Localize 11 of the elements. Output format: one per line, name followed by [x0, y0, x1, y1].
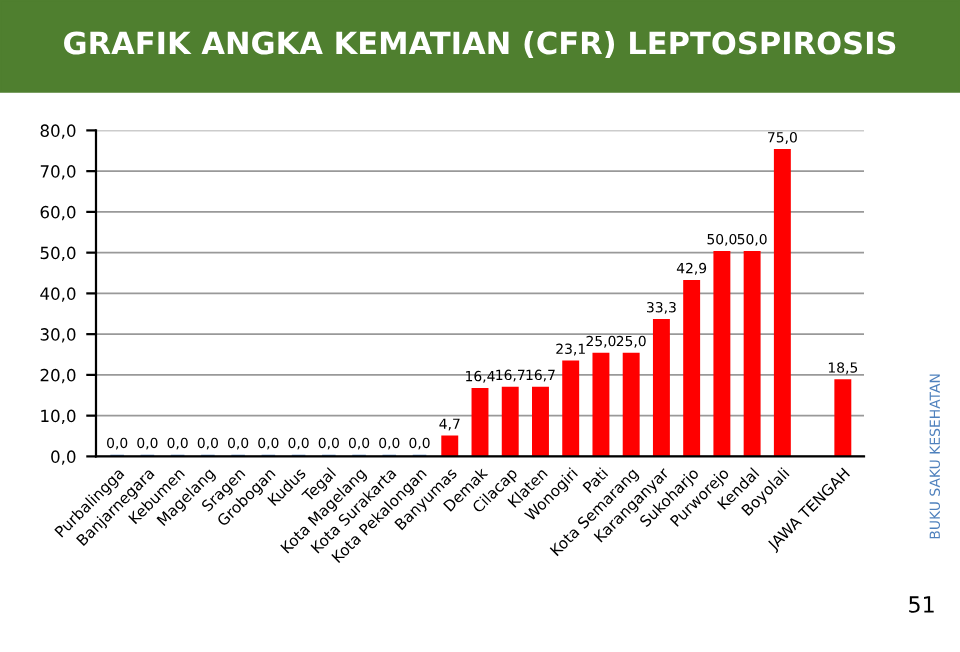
y-tick-label: 10,0 — [41, 409, 76, 424]
y-tick-label: 80,0 — [40, 124, 76, 139]
y-tick-label: 60,0 — [40, 205, 76, 221]
y-tick-label: 40,0 — [40, 287, 76, 302]
y-tick-label: 50,0 — [40, 246, 76, 261]
text: 51 — [909, 596, 934, 613]
y-tick-label: 20,0 — [40, 368, 76, 384]
y-tick-label: 0,0 — [51, 450, 76, 465]
chart-title: GRAFIK ANGKA KEMATIAN (CFR) LEPTOSPIROSIS — [64, 30, 896, 59]
y-tick-label: 70,0 — [40, 165, 76, 180]
y-tick-label: 30,0 — [40, 328, 76, 343]
